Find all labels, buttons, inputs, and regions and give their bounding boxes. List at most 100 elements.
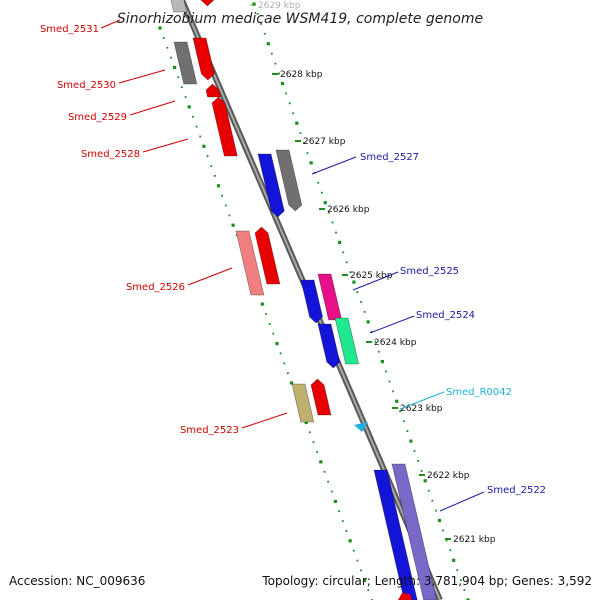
minor-tick — [285, 92, 287, 95]
minor-tick — [320, 191, 323, 194]
minor-tick — [279, 352, 282, 355]
minor-tick — [342, 251, 345, 254]
leader-line — [129, 100, 176, 116]
minor-tick — [162, 37, 165, 39]
major-tick — [260, 302, 264, 306]
minor-tick — [331, 221, 334, 224]
minor-tick — [402, 420, 405, 423]
gene-label-smed-2522[interactable]: Smed_2522 — [439, 485, 546, 512]
major-tick — [309, 161, 313, 165]
gene-shape-smed-2529-a[interactable] — [205, 83, 222, 98]
kbp-label: 2624 kbp — [374, 338, 417, 348]
gene-shape-smed-2526-b[interactable] — [254, 226, 281, 285]
accession-label: Accession: NC_009636 — [9, 574, 145, 588]
minor-tick — [435, 509, 437, 512]
major-tick — [409, 439, 413, 443]
minor-tick — [352, 549, 355, 552]
gene-shape-smed-r0042[interactable] — [354, 422, 368, 432]
minor-tick — [166, 46, 169, 49]
leader-line — [311, 156, 357, 175]
minor-tick — [184, 96, 187, 98]
partial-gene-top-red[interactable] — [200, 0, 215, 7]
minor-tick — [420, 470, 423, 472]
gene-label-smed-r0042[interactable]: Smed_R0042 — [399, 387, 512, 410]
minor-tick — [210, 165, 213, 167]
major-tick — [338, 240, 342, 244]
minor-tick — [309, 431, 311, 434]
minor-tick — [221, 194, 223, 197]
minor-tick — [328, 211, 330, 214]
gene-label-text: Smed_2525 — [400, 266, 459, 277]
leader-line — [241, 412, 288, 429]
major-tick — [333, 499, 337, 503]
leader-line — [100, 19, 121, 29]
leader-line — [399, 391, 445, 410]
leader-line — [352, 271, 399, 291]
gene-label-text: Smed_2530 — [57, 80, 116, 91]
major-tick — [323, 201, 327, 205]
major-tick — [295, 121, 299, 125]
gene-label-smed-2528[interactable]: Smed_2528 — [81, 138, 189, 160]
gene-label-smed-2530[interactable]: Smed_2530 — [57, 69, 166, 91]
gene-label-smed-2529[interactable]: Smed_2529 — [68, 100, 176, 123]
leader-line — [118, 69, 166, 84]
major-tick — [363, 578, 367, 582]
gene-label-text: Smed_2528 — [81, 149, 140, 160]
leader-line — [439, 491, 485, 512]
gene-label-smed-2523[interactable]: Smed_2523 — [180, 412, 288, 436]
gene-shape-blue-b[interactable] — [300, 279, 324, 324]
kbp-label: 2623 kbp — [400, 404, 443, 414]
gene-shape-blue-a[interactable] — [257, 153, 285, 218]
minor-tick — [170, 56, 172, 59]
minor-tick — [272, 332, 275, 335]
kbp-label: 2622 kbp — [427, 471, 470, 481]
leader-line — [369, 315, 415, 334]
gene-shape-smed-2528[interactable] — [211, 96, 238, 157]
gene-label-text: Smed_2522 — [487, 485, 546, 496]
minor-tick — [417, 460, 419, 462]
gene-shape-blue-c[interactable] — [317, 323, 341, 369]
kbp-label: 2629 kbp — [258, 1, 301, 11]
major-tick — [304, 420, 308, 425]
major-tick — [216, 184, 221, 188]
major-tick — [173, 65, 177, 69]
minor-tick — [292, 112, 295, 115]
partial-gene-bottom-red[interactable] — [398, 593, 412, 600]
gene-label-smed-2531[interactable]: Smed_2531 — [40, 19, 121, 35]
major-tick — [280, 81, 285, 86]
minor-tick — [199, 135, 202, 138]
gene-shape-smed-2526-a[interactable] — [235, 230, 265, 296]
partial-gene-top-gray[interactable] — [170, 0, 188, 13]
major-tick — [466, 598, 470, 600]
minor-tick — [363, 311, 366, 313]
minor-tick — [460, 579, 462, 581]
minor-tick — [388, 380, 391, 383]
gene-shape-smed-2530[interactable] — [192, 37, 215, 81]
gene-shape-smed-2522[interactable] — [391, 463, 438, 600]
minor-tick — [463, 589, 466, 591]
minor-tick — [360, 301, 362, 303]
minor-tick — [356, 291, 359, 293]
minor-tick — [338, 510, 340, 513]
major-tick — [395, 399, 399, 403]
minor-tick — [406, 430, 409, 432]
gene-shape-smed-2524[interactable] — [334, 317, 360, 365]
minor-tick — [265, 313, 267, 315]
major-tick — [348, 539, 352, 543]
gene-label-smed-2527[interactable]: Smed_2527 — [311, 152, 419, 175]
gene-label-smed-2525[interactable]: Smed_2525 — [352, 266, 459, 291]
gene-shape-blue-d[interactable] — [373, 469, 418, 600]
minor-tick — [456, 569, 459, 572]
gene-shape-gray-a[interactable] — [173, 41, 198, 85]
minor-tick — [442, 529, 444, 532]
gene-label-smed-2524[interactable]: Smed_2524 — [369, 310, 475, 334]
gene-label-smed-2526[interactable]: Smed_2526 — [126, 267, 233, 293]
gene-shape-olive[interactable] — [291, 383, 315, 423]
minor-tick — [283, 362, 286, 365]
major-tick — [158, 26, 162, 30]
major-tick — [290, 381, 294, 385]
gene-shape-smed-2527[interactable] — [275, 149, 303, 212]
minor-tick — [268, 323, 271, 325]
gene-shape-smed-2523[interactable] — [310, 378, 332, 416]
minor-tick — [323, 470, 326, 473]
